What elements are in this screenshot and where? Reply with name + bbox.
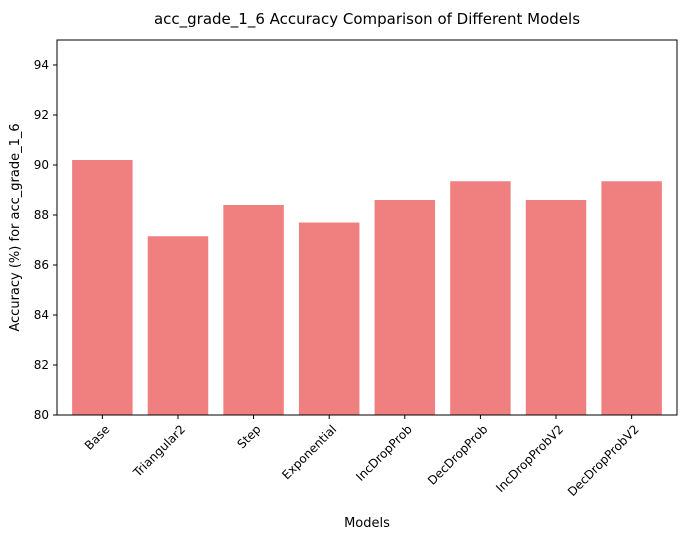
bar-step — [223, 205, 284, 415]
x-tick-label: DecDropProbV2 — [565, 422, 642, 499]
y-tick-label: 80 — [34, 408, 49, 422]
x-tick-label: Triangular2 — [130, 422, 188, 480]
y-tick-label: 90 — [34, 158, 49, 172]
x-tick-label: Exponential — [279, 422, 339, 482]
plot-frame — [56, 39, 678, 416]
y-tick-label: 86 — [34, 258, 49, 272]
x-tick-label: Step — [234, 422, 263, 451]
bar-incdropprob — [374, 200, 436, 415]
bar-incdropprobv2 — [525, 200, 587, 415]
x-axis-label: Models — [344, 516, 390, 531]
x-axis-ticks: Base Triangular2 Step Exponential IncDropPro… — [82, 415, 642, 499]
x-tick-label: IncDropProbV2 — [493, 422, 566, 495]
bar-exponential — [298, 222, 360, 415]
y-tick-label: 88 — [34, 208, 49, 222]
y-tick-label: 92 — [34, 108, 49, 122]
y-tick-label: 94 — [34, 58, 49, 72]
bar-triangular2 — [147, 236, 209, 415]
bar-base — [72, 160, 133, 415]
x-tick-label: DecDropProb — [425, 422, 491, 488]
bar-decdropprobv2 — [601, 181, 662, 415]
bars-group — [72, 160, 662, 415]
y-axis-ticks: 80 82 84 86 88 90 92 94 — [34, 58, 57, 422]
y-axis-label: Accuracy (%) for acc_grade_1_6 — [8, 123, 23, 331]
x-tick-label: IncDropProb — [353, 422, 415, 484]
bar-decdropprob — [450, 181, 511, 415]
y-tick-label: 82 — [34, 358, 49, 372]
chart-title: acc_grade_1_6 Accuracy Comparison of Dif… — [154, 10, 580, 29]
y-tick-label: 84 — [34, 308, 49, 322]
x-tick-label: Base — [82, 422, 113, 453]
